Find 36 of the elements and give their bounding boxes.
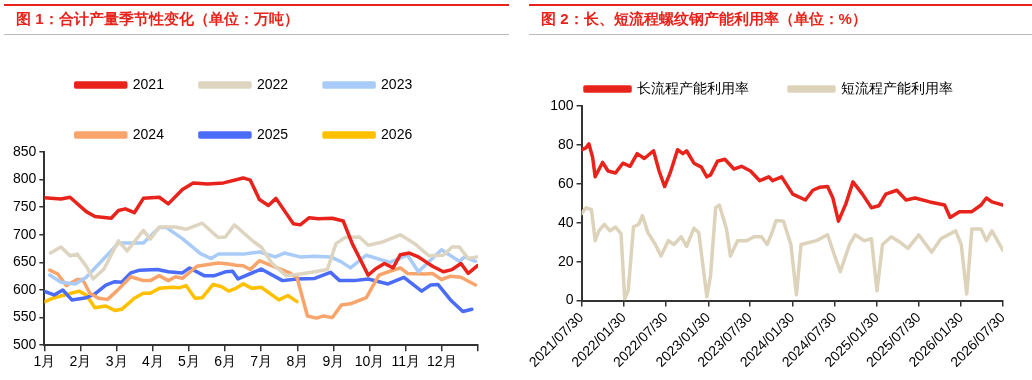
x-tick-label: 7月 xyxy=(250,353,273,370)
y-tick-label: 40 xyxy=(557,213,574,230)
x-tick-label: 3月 xyxy=(105,353,128,370)
y-tick-label: 750 xyxy=(13,198,37,215)
legend-label: 2026 xyxy=(381,125,413,142)
y-tick-label: 700 xyxy=(13,225,37,242)
x-tick-label: 2月 xyxy=(69,353,92,370)
legend-label: 2021 xyxy=(132,75,165,92)
y-tick-label: 0 xyxy=(565,291,574,308)
x-tick-label: 9月 xyxy=(322,353,345,370)
x-tick-label: 5月 xyxy=(178,353,200,370)
chart-title: 图 2：长、短流程螺纹钢产能利用率（单位：%） xyxy=(529,6,1032,35)
chart-title: 图 1：合计产量季节性变化（单位：万吨） xyxy=(4,6,509,35)
x-tick-label: 12月 xyxy=(427,353,457,370)
legend-label: 短流程产能利用率 xyxy=(841,79,953,96)
y-tick-label: 550 xyxy=(13,308,37,325)
x-tick-label: 8月 xyxy=(286,353,309,370)
legend-label: 2023 xyxy=(381,75,413,92)
y-tick-label: 60 xyxy=(557,174,574,191)
legend-label: 2022 xyxy=(256,75,289,92)
x-tick-label: 11月 xyxy=(391,353,420,370)
legend-label: 长流程产能利用率 xyxy=(637,79,749,96)
x-tick-label: 1月 xyxy=(33,353,56,370)
y-tick-label: 100 xyxy=(550,96,574,113)
x-tick-label: 6月 xyxy=(214,353,236,370)
legend-label: 2025 xyxy=(256,125,289,142)
y-tick-label: 650 xyxy=(13,253,37,270)
y-tick-label: 600 xyxy=(13,280,37,297)
x-tick-label: 4月 xyxy=(141,353,164,370)
y-tick-label: 80 xyxy=(557,135,574,152)
y-tick-label: 850 xyxy=(13,142,37,159)
legend-label: 2024 xyxy=(132,125,165,142)
y-tick-label: 800 xyxy=(13,170,37,187)
y-tick-label: 20 xyxy=(557,252,574,269)
y-tick-label: 500 xyxy=(13,336,37,353)
x-tick-label: 10月 xyxy=(354,353,385,370)
